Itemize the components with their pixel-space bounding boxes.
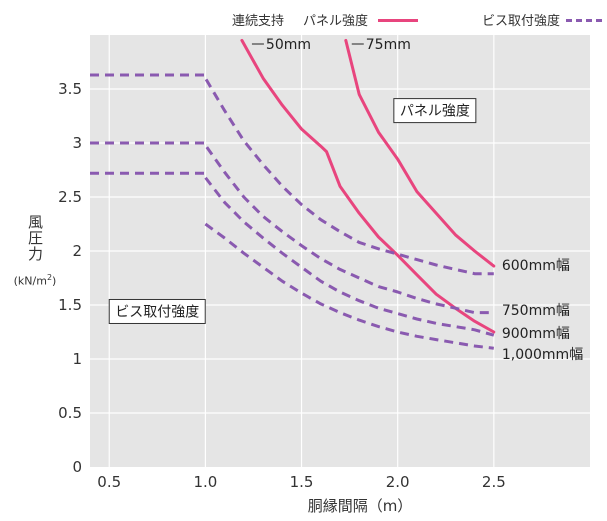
x-tick-label: 1.0 [193, 473, 217, 491]
series-label: 900mm幅 [502, 326, 570, 342]
x-axis-label: 胴縁間隔（m） [307, 497, 413, 515]
series-line [240, 38, 496, 334]
series-line [204, 222, 494, 350]
legend: 連続支持 パネル強度 ビス取付強度 [0, 6, 607, 34]
y-axis-unit-close: ) [52, 274, 57, 288]
region-label-box [108, 298, 206, 324]
series-line [90, 171, 495, 337]
y-axis-unit-sup: 2 [46, 273, 53, 282]
x-tick-label: 0.5 [97, 473, 121, 491]
legend-continuous-label: 連続支持 [232, 14, 285, 29]
series-label: 75mm [366, 37, 411, 53]
series-line [90, 141, 494, 315]
y-axis-label: 風圧力 (kN/m2) [2, 214, 68, 291]
region-label: パネル強度 [400, 104, 470, 120]
series-label: 750mm幅 [502, 303, 570, 319]
x-tick-label: 2.0 [386, 473, 410, 491]
legend-panel-label: パネル強度 [303, 14, 369, 29]
region-label-box [393, 98, 477, 124]
series-label: 1,000mm幅 [502, 347, 583, 363]
y-axis-title: 風圧力 [26, 214, 44, 262]
y-tick-label: 0 [72, 458, 82, 476]
y-tick-label: 3.5 [58, 80, 82, 98]
x-tick-label: 2.5 [482, 473, 506, 491]
series-label: 50mm [266, 37, 311, 53]
y-tick-label: 0.5 [58, 404, 82, 422]
legend-panel-swatch [378, 19, 418, 22]
y-tick-label: 1 [72, 350, 82, 368]
series-line [344, 38, 496, 268]
y-tick-label: 3 [72, 134, 82, 152]
region-label: ビス取付強度 [115, 304, 199, 320]
legend-screw-label: ビス取付強度 [482, 14, 561, 29]
legend-screw-swatch [566, 19, 602, 22]
y-tick-label: 2 [72, 242, 82, 260]
y-tick-label: 1.5 [58, 296, 82, 314]
series-label: 600mm幅 [502, 258, 570, 274]
x-tick-label: 1.5 [290, 473, 314, 491]
y-axis-unit: (kN/m2) [2, 269, 68, 291]
y-tick-label: 2.5 [58, 188, 82, 206]
y-axis-unit-text: (kN/m [13, 274, 47, 288]
